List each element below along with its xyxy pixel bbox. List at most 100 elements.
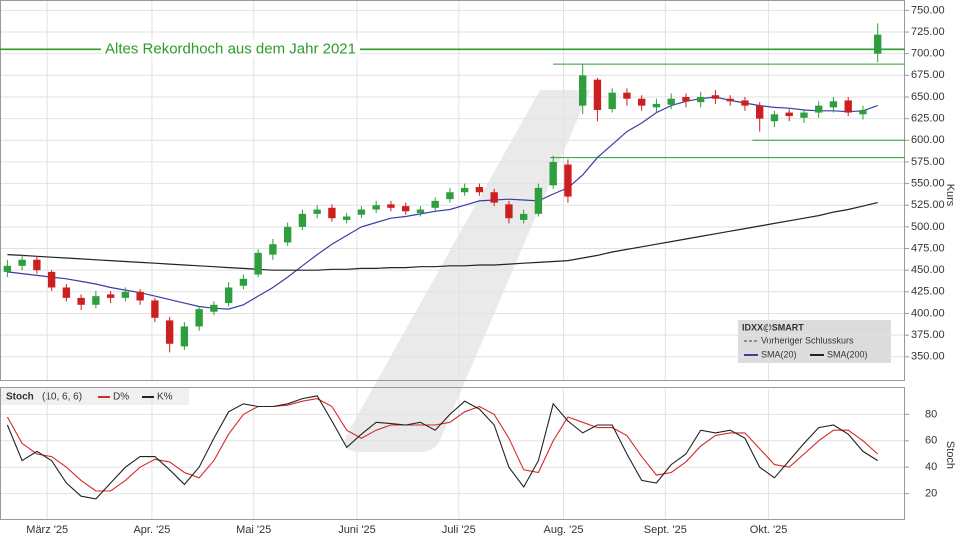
candle-body xyxy=(829,101,838,108)
candle-body xyxy=(18,259,26,266)
y-tick-label: 60 xyxy=(925,435,937,447)
candle-body xyxy=(195,309,203,327)
candle-body xyxy=(269,244,277,255)
y-tick-label: 20 xyxy=(925,488,937,500)
candle-body xyxy=(534,187,543,214)
line xyxy=(6,398,879,492)
y-tick-label: 700.00 xyxy=(911,48,945,60)
line xyxy=(7,202,878,271)
candle-body xyxy=(387,204,395,208)
candle-body xyxy=(180,326,189,347)
y-tick-label: 525.00 xyxy=(911,199,945,211)
candle-body xyxy=(151,300,159,318)
candle-body xyxy=(77,297,85,305)
candle-body xyxy=(608,92,616,110)
candle-body xyxy=(239,278,248,286)
candle-body xyxy=(697,96,705,103)
candle-body xyxy=(33,259,41,271)
y-tick-label: 750.00 xyxy=(911,4,945,16)
candle-body xyxy=(313,209,321,214)
y-tick-label: 80 xyxy=(925,408,937,420)
candle-body xyxy=(519,213,528,220)
y-axis-label: Stoch xyxy=(944,441,956,469)
candle-body xyxy=(564,164,572,197)
y-tick-label: 550.00 xyxy=(911,177,945,189)
candle-body xyxy=(62,287,71,298)
candle-body xyxy=(490,192,498,203)
watermark xyxy=(344,90,590,452)
candle-body xyxy=(47,271,56,288)
candle-body xyxy=(770,114,779,122)
candle-body xyxy=(283,226,292,243)
candle-body xyxy=(505,204,513,219)
x-tick-label: März '25 xyxy=(26,524,68,536)
candle-body xyxy=(165,320,174,344)
y-tick-label: 375.00 xyxy=(911,329,945,341)
y-tick-label: 400.00 xyxy=(911,307,945,319)
candle-body xyxy=(357,209,366,215)
candle-body xyxy=(593,79,602,110)
candle-body xyxy=(92,296,100,305)
candle-body xyxy=(815,105,823,113)
candle-body xyxy=(475,187,484,193)
candle-body xyxy=(446,192,454,200)
candle-body xyxy=(460,187,469,193)
stoch-title: Stoch xyxy=(6,392,34,403)
candle-body xyxy=(328,207,336,219)
candle-body xyxy=(106,294,115,298)
candle-body xyxy=(859,109,867,115)
y-axis-label: Kurs xyxy=(944,184,956,207)
candle-body xyxy=(623,92,631,99)
candle-body xyxy=(136,291,144,301)
y-tick-label: 625.00 xyxy=(911,113,945,125)
candle-body xyxy=(3,265,12,272)
candle-body xyxy=(224,287,233,304)
candle-body xyxy=(682,96,690,102)
candle-body xyxy=(711,95,720,99)
x-tick-label: Apr. '25 xyxy=(133,524,170,536)
candle-body xyxy=(401,206,410,212)
candle-body xyxy=(121,291,130,298)
x-tick-label: Sept. '25 xyxy=(644,524,687,536)
y-tick-label: 600.00 xyxy=(911,134,945,146)
y-tick-label: 40 xyxy=(925,461,937,473)
x-tick-label: Mai '25 xyxy=(236,524,271,536)
candle-body xyxy=(800,112,808,118)
legend-label: K% xyxy=(157,392,173,403)
candle-body xyxy=(431,200,439,208)
stoch-params: (10, 6, 6) xyxy=(42,392,82,403)
line xyxy=(6,395,878,500)
candle-body xyxy=(785,112,793,117)
x-tick-label: Juli '25 xyxy=(442,524,476,536)
candle-body xyxy=(726,98,734,102)
y-tick-label: 650.00 xyxy=(911,91,945,103)
y-tick-label: 475.00 xyxy=(911,242,945,254)
y-tick-label: 675.00 xyxy=(911,69,945,81)
legend-label: SMA(20) xyxy=(761,349,797,359)
candle-body xyxy=(342,216,351,220)
y-tick-label: 425.00 xyxy=(911,286,945,298)
y-tick-label: 575.00 xyxy=(911,156,945,168)
annotation-bg xyxy=(101,40,360,58)
stoch-header xyxy=(1,388,189,405)
candle-body xyxy=(416,209,425,214)
price-frame xyxy=(0,0,905,381)
y-tick-label: 350.00 xyxy=(911,351,945,363)
candle-body xyxy=(741,100,749,106)
x-tick-label: Okt. '25 xyxy=(750,524,788,536)
candle-body xyxy=(549,161,557,186)
legend-label: Vorheriger Schlusskurs xyxy=(761,335,854,345)
y-tick-label: 500.00 xyxy=(911,221,945,233)
candle-body xyxy=(372,205,380,210)
candle-body xyxy=(578,75,587,106)
candle-body xyxy=(298,213,307,227)
candle-body xyxy=(756,105,764,119)
y-tick-label: 450.00 xyxy=(911,264,945,276)
candle-body xyxy=(254,252,262,275)
annotation: Altes Rekordhoch aus dem Jahr 2021 xyxy=(105,40,356,57)
candle-body xyxy=(210,304,218,312)
candle-body xyxy=(652,103,661,108)
legend-label: D% xyxy=(113,392,129,403)
candle-body xyxy=(667,98,675,105)
